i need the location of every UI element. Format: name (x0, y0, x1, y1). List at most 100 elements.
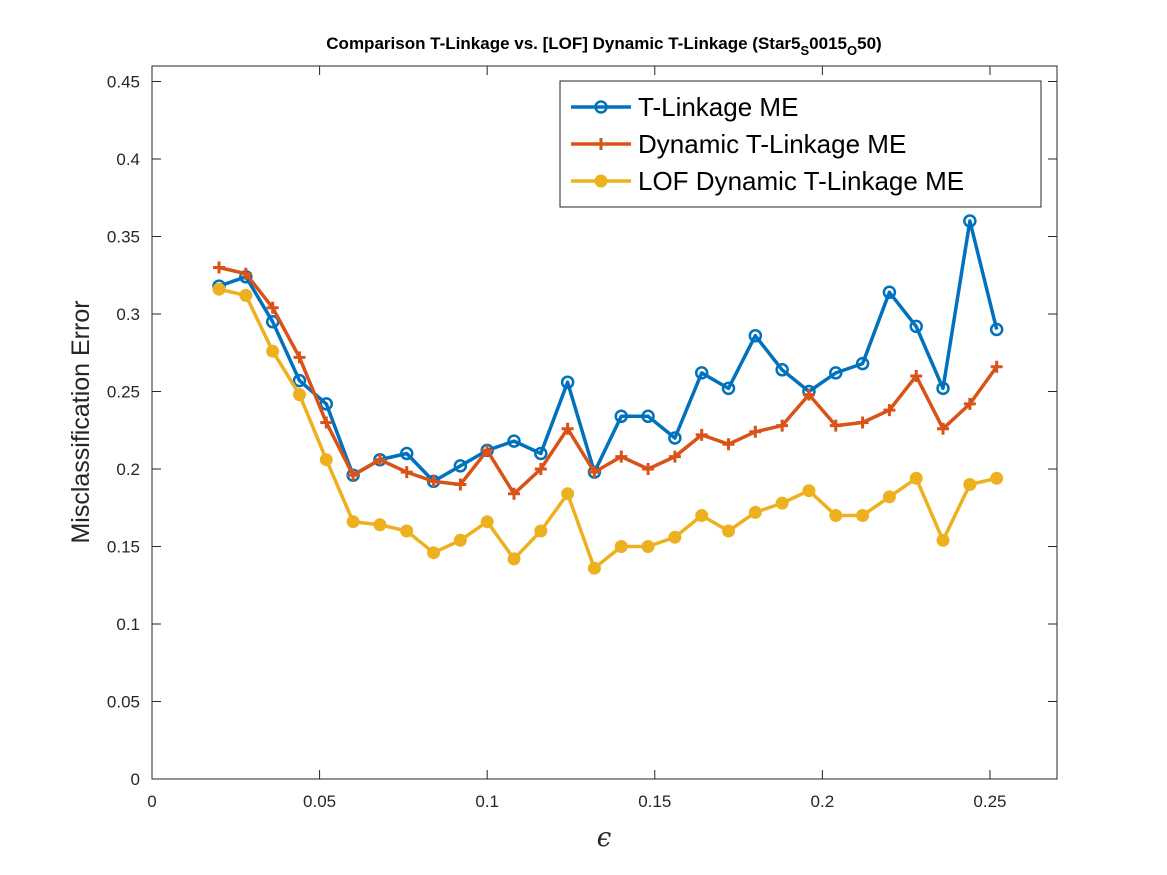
x-tick-label: 0.1 (475, 792, 499, 811)
legend: T-Linkage ME Dynamic T-Linkage ME LOF Dyna… (559, 80, 1042, 208)
data-point (802, 388, 815, 401)
data-point (936, 381, 950, 396)
data-point (534, 463, 547, 475)
y-tick-label: 0.4 (116, 150, 140, 169)
data-point (695, 428, 708, 441)
series-line (218, 265, 999, 496)
data-point (614, 409, 629, 424)
data-point (212, 282, 226, 296)
data-point (883, 404, 896, 417)
data-point (910, 370, 923, 382)
data-point (534, 524, 548, 538)
data-point (721, 381, 736, 396)
legend-marker (594, 100, 608, 114)
data-point (668, 450, 681, 463)
data-point (534, 446, 548, 461)
data-point (319, 397, 334, 411)
data-point (909, 471, 923, 485)
title-subscript-o: O (847, 43, 857, 58)
data-point (560, 375, 575, 389)
data-point (748, 505, 762, 519)
data-point (266, 301, 279, 314)
data-point (507, 552, 521, 566)
y-axis-label: Misclassification Error (67, 300, 95, 543)
data-point (963, 478, 977, 491)
data-point (642, 463, 655, 475)
data-point (400, 524, 414, 538)
chart-title: Comparison T-Linkage vs. [LOF] Dynamic T… (326, 34, 881, 58)
legend-label: Dynamic T-Linkage ME (638, 129, 906, 159)
data-point (399, 446, 414, 461)
data-point (749, 425, 762, 438)
data-point (507, 434, 521, 448)
data-point (694, 366, 709, 380)
data-point (453, 459, 468, 473)
data-point (347, 469, 360, 482)
series-3 (212, 282, 1004, 575)
data-point (856, 416, 869, 429)
data-point (695, 509, 709, 522)
data-point (480, 515, 494, 529)
data-point (963, 397, 976, 410)
data-point (265, 315, 280, 329)
y-tick-label: 0 (131, 770, 140, 789)
y-tick-label: 0.3 (116, 305, 140, 324)
data-point (829, 366, 843, 380)
title-end: 50) (857, 34, 882, 53)
y-tick-label: 0.45 (107, 73, 140, 92)
y-tick-label: 0.35 (107, 228, 140, 247)
data-point (990, 360, 1003, 373)
series-layer (212, 214, 1004, 575)
data-point (292, 373, 307, 388)
title-subscript-s: S (801, 43, 810, 58)
legend-label: LOF Dynamic T-Linkage ME (638, 166, 964, 196)
data-point (292, 388, 306, 402)
data-point (587, 561, 601, 575)
data-point (937, 422, 950, 435)
data-point (668, 530, 682, 544)
data-point (400, 466, 413, 479)
data-point (989, 322, 1004, 337)
data-point (373, 453, 386, 466)
legend-entry: Dynamic T-Linkage ME (571, 129, 906, 159)
data-point (481, 444, 494, 457)
data-point (561, 487, 575, 501)
x-tick-label: 0.15 (638, 792, 671, 811)
data-point (614, 540, 628, 553)
data-point (615, 450, 628, 463)
x-axis-label: ϵ (597, 823, 612, 853)
data-point (748, 328, 763, 343)
data-point (239, 288, 253, 302)
title-middle: 0015 (809, 34, 847, 53)
data-point (855, 356, 870, 371)
x-tick-label: 0 (147, 792, 156, 811)
legend-entry: LOF Dynamic T-Linkage ME (571, 166, 964, 196)
axis-ticks: 0 0.05 0.1 0.15 0.2 0.25 0 0.05 0.1 0.15 0.2 0.25 0.… (107, 66, 1057, 811)
data-point (990, 471, 1004, 485)
legend-marker (595, 138, 607, 150)
data-point (829, 509, 843, 522)
data-point (266, 344, 280, 358)
title-main: Comparison T-Linkage vs. [LOF] Dynamic T… (326, 34, 800, 53)
data-point (427, 475, 440, 488)
data-point (882, 490, 896, 504)
legend-entry: T-Linkage ME (571, 92, 798, 122)
y-tick-label: 0.05 (107, 693, 140, 712)
data-point (963, 214, 977, 228)
x-tick-label: 0.25 (973, 792, 1006, 811)
data-point (909, 319, 923, 334)
data-point (453, 533, 467, 547)
data-point (213, 261, 226, 274)
data-point (775, 496, 789, 510)
data-point (588, 466, 601, 479)
legend-marker (594, 174, 608, 188)
data-point (641, 409, 655, 424)
data-point (427, 546, 441, 560)
data-point (561, 422, 574, 435)
data-point (722, 524, 736, 538)
data-point (775, 363, 789, 377)
legend-box (559, 80, 1042, 208)
data-point (454, 478, 467, 491)
data-point (882, 285, 897, 300)
